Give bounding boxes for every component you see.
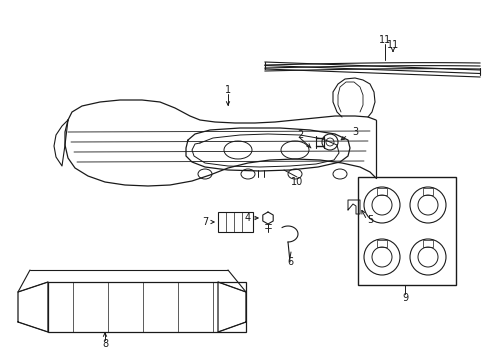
Bar bbox=[422, 240, 432, 247]
Bar bbox=[357, 177, 455, 285]
Text: 10: 10 bbox=[290, 177, 303, 187]
Text: 2: 2 bbox=[296, 130, 303, 140]
Bar bbox=[48, 282, 245, 332]
Text: 7: 7 bbox=[202, 217, 208, 227]
Text: 11: 11 bbox=[378, 35, 390, 45]
Bar bbox=[422, 188, 432, 195]
Text: 5: 5 bbox=[366, 215, 372, 225]
Text: 1: 1 bbox=[224, 85, 231, 95]
Text: 3: 3 bbox=[351, 127, 357, 137]
Text: 11: 11 bbox=[386, 40, 398, 50]
Bar bbox=[218, 212, 252, 232]
Text: 4: 4 bbox=[244, 213, 250, 223]
Text: 9: 9 bbox=[401, 293, 407, 303]
Bar bbox=[376, 188, 386, 195]
Bar bbox=[376, 240, 386, 247]
Text: 6: 6 bbox=[286, 257, 292, 267]
Text: 8: 8 bbox=[102, 339, 108, 349]
